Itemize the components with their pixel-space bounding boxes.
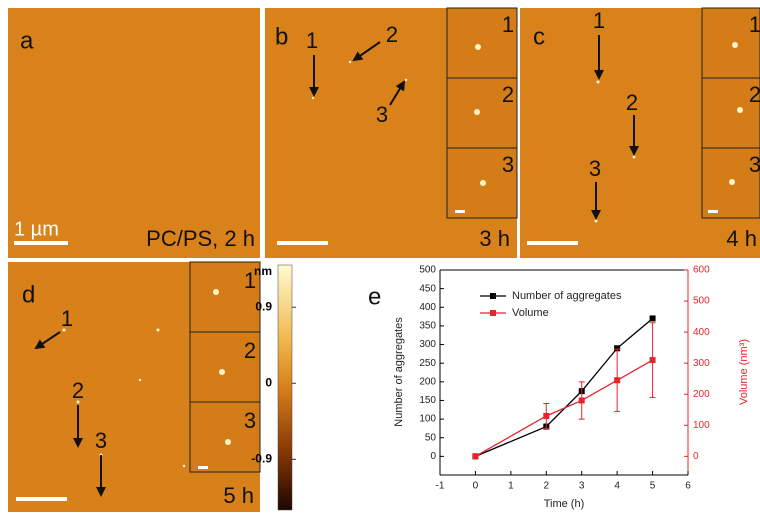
panel-label: a: [20, 27, 34, 54]
inset-label: 2: [749, 82, 760, 107]
arrow-label: 2: [386, 22, 398, 47]
caption: PC/PS, 2 h: [146, 226, 255, 251]
arrow-label: 3: [95, 428, 107, 453]
y2-axis-label: Volume (nm³): [738, 339, 750, 405]
particles: [62, 42, 743, 468]
arrow-label: 1: [306, 28, 318, 53]
panel-label: b: [275, 23, 288, 50]
arrow-label: 1: [61, 306, 73, 331]
panel-label: e: [368, 283, 381, 310]
y2-tick-label: 500: [693, 296, 710, 307]
arrow-label: 3: [376, 102, 388, 127]
inset-label: 3: [502, 152, 514, 177]
y-tick-label: 0: [430, 451, 436, 462]
marker: [649, 357, 656, 364]
image-a: [8, 8, 260, 258]
afm-images: [8, 8, 760, 512]
x-axis-label: Time (h): [544, 498, 585, 510]
insets: [189, 7, 760, 473]
y-tick-label: 50: [425, 432, 437, 443]
plot: -1 0 1 2 3 4 5 6 0 50 100 150 200 250 300 350 400 450 500 0…: [419, 265, 710, 492]
legend-label: Volume: [512, 307, 549, 319]
y-tick-label: 100: [419, 414, 436, 425]
legend-marker: [490, 293, 496, 299]
series-line: [475, 359, 653, 457]
colorbar-tick-label: 0: [265, 375, 272, 389]
arrow-label: 3: [589, 156, 601, 181]
y-tick-label: 450: [419, 283, 436, 294]
scale-label: 1 µm: [14, 218, 59, 240]
y2-tick-label: 400: [693, 327, 710, 338]
marker: [614, 345, 621, 352]
y-axis-label: Number of aggregates: [393, 317, 405, 427]
y2-tick-label: 300: [693, 358, 710, 369]
x-tick-label: 6: [685, 481, 691, 492]
marker: [543, 412, 550, 419]
y2-tick-label: 100: [693, 420, 710, 431]
marker: [649, 315, 656, 322]
inset-label: 1: [749, 12, 760, 37]
marker: [472, 453, 479, 460]
inset-label: 2: [244, 338, 256, 363]
marker: [614, 377, 621, 384]
series-line: [475, 317, 653, 457]
colorbar-tick-label: 0.9: [255, 299, 272, 313]
x-tick-label: 0: [473, 481, 479, 492]
inset-label: 2: [502, 82, 514, 107]
y-tick-label: 400: [419, 302, 436, 313]
y-tick-label: 150: [419, 395, 436, 406]
colorbar-ticks: 0.9 0 -0.9: [251, 299, 296, 465]
x-tick-label: 5: [650, 481, 656, 492]
y-tick-label: 350: [419, 321, 436, 332]
inset-label: 3: [244, 408, 256, 433]
x-tick-label: 3: [579, 481, 585, 492]
y-tick-label: 250: [419, 358, 436, 369]
panel-label: c: [533, 23, 545, 50]
legend-label: Number of aggregates: [512, 290, 622, 302]
y-tick-label: 500: [419, 265, 436, 276]
arrows: [34, 35, 639, 497]
panel-label: d: [22, 281, 35, 308]
inset-label: 1: [244, 268, 256, 293]
x-tick-label: 2: [544, 481, 550, 492]
marker: [578, 397, 585, 404]
inset-label: 1: [502, 12, 514, 37]
caption: 3 h: [479, 226, 510, 251]
y-tick-label: 300: [419, 339, 436, 350]
y2-tick-label: 600: [693, 265, 710, 276]
x-tick-label: 4: [614, 481, 620, 492]
x-tick-label: -1: [436, 481, 445, 492]
legend-marker: [490, 310, 496, 316]
arrow-label: 1: [593, 8, 605, 33]
arrow-label: 2: [72, 378, 84, 403]
arrow-label: 2: [626, 90, 638, 115]
colorbar-unit: nm: [254, 264, 272, 278]
colorbar: [277, 264, 293, 511]
caption: 4 h: [726, 226, 757, 251]
y2-tick-label: 200: [693, 389, 710, 400]
y-tick-label: 200: [419, 376, 436, 387]
inset-label: 3: [749, 152, 760, 177]
colorbar-tick-label: -0.9: [251, 451, 272, 465]
scale-bars: [14, 210, 718, 501]
x-tick-label: 1: [508, 481, 514, 492]
caption: 5 h: [223, 483, 254, 508]
y2-tick-label: 0: [693, 451, 699, 462]
